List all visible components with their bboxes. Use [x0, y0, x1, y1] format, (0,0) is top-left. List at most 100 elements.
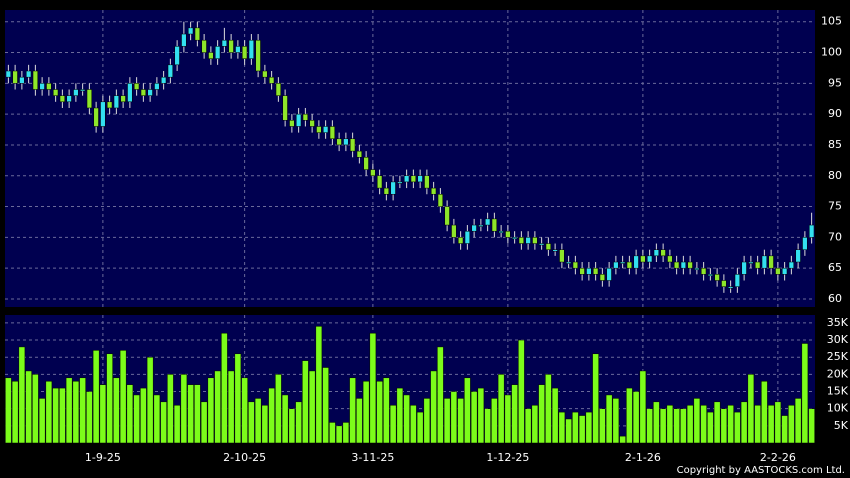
- candle-body: [464, 230, 470, 244]
- volume-bar: [774, 401, 782, 444]
- candle-body: [485, 218, 491, 226]
- volume-bar: [477, 387, 485, 444]
- volume-bar: [221, 332, 228, 444]
- copyright: Copyright by AASTOCKS.com Ltd.: [677, 465, 845, 476]
- volume-bar: [437, 346, 444, 444]
- volume-bar: [369, 332, 377, 444]
- volume-bar: [680, 408, 687, 444]
- volume-bar: [268, 387, 275, 444]
- volume-bar: [302, 360, 309, 444]
- candle-body: [498, 230, 504, 233]
- candle-body: [248, 39, 254, 59]
- volume-bar: [599, 408, 606, 444]
- candle-body: [242, 46, 248, 59]
- candle-body: [282, 95, 288, 121]
- candle-body: [46, 83, 52, 90]
- volume-bar: [140, 387, 147, 444]
- volume-bar: [119, 350, 127, 444]
- volume-bar: [349, 377, 356, 444]
- candle-body: [444, 206, 450, 226]
- candle-body: [647, 255, 653, 263]
- volume-bar: [653, 401, 660, 444]
- candle-body: [161, 76, 167, 84]
- volume-bar: [200, 401, 208, 444]
- volume-bar: [173, 405, 181, 444]
- volume-bar: [92, 350, 100, 444]
- candle-body: [437, 193, 443, 207]
- candle-body: [424, 175, 430, 189]
- y2-tick-label: 35K: [827, 316, 849, 329]
- volume-bar: [99, 384, 107, 444]
- candle-body: [208, 52, 214, 59]
- volume-bar: [416, 411, 424, 444]
- y2-tick-label: 20K: [827, 367, 849, 380]
- volume-bar: [585, 411, 593, 444]
- y2-tick-label: 15K: [827, 385, 849, 398]
- volume-bar: [639, 370, 647, 444]
- candle-body: [32, 70, 38, 90]
- candle-body: [228, 39, 234, 53]
- y-tick-label: 70: [828, 230, 842, 243]
- x-tick-label: 2-2-26: [760, 451, 796, 464]
- candle-body: [100, 101, 106, 127]
- candle-body: [579, 267, 585, 275]
- volume-bar: [187, 384, 194, 444]
- candle-body: [296, 113, 302, 127]
- candle-body: [653, 249, 659, 257]
- volume-panel: [5, 315, 815, 443]
- candle-body: [336, 138, 342, 146]
- candle-body: [86, 89, 92, 109]
- candle-body: [599, 274, 605, 281]
- volume-bar: [288, 408, 296, 444]
- y-tick-label: 95: [828, 76, 842, 89]
- volume-bar: [801, 343, 809, 444]
- candle-body: [728, 286, 734, 289]
- volume-bar: [86, 391, 93, 444]
- candle-body: [640, 255, 646, 263]
- y-tick-label: 60: [828, 292, 842, 305]
- candle-body: [694, 267, 700, 270]
- candle-body: [667, 255, 673, 263]
- candle-body: [19, 76, 25, 84]
- candle-body: [53, 89, 59, 96]
- volume-bar: [248, 401, 255, 444]
- volume-bar: [686, 405, 694, 444]
- candle-body: [255, 39, 261, 72]
- candle-body: [417, 175, 423, 183]
- candle-body: [370, 169, 376, 177]
- volume-bar: [504, 394, 512, 444]
- volume-bar: [673, 408, 680, 444]
- candle-body: [539, 243, 545, 246]
- volume-bar: [207, 377, 215, 444]
- y-tick-label: 90: [828, 107, 842, 120]
- volume-bar: [700, 405, 707, 444]
- candle-body: [383, 187, 389, 195]
- candle-body: [235, 46, 241, 53]
- candle-body: [410, 175, 416, 183]
- candle-body: [714, 274, 720, 281]
- candle-body: [626, 261, 632, 269]
- volume-bar: [713, 401, 721, 444]
- volume-bar: [281, 394, 289, 444]
- y2-tick-label: 10K: [827, 402, 849, 415]
- x-tick-label: 2-10-25: [223, 451, 266, 464]
- candle-body: [167, 64, 173, 78]
- volume-bar: [497, 374, 505, 444]
- candle-body: [215, 46, 221, 59]
- y-tick-label: 105: [821, 15, 842, 28]
- candle-body: [788, 261, 794, 269]
- volume-bar: [376, 380, 383, 444]
- candle-body: [748, 261, 754, 264]
- volume-bar: [106, 353, 113, 444]
- candle-body: [363, 157, 369, 170]
- candle-body: [809, 224, 815, 238]
- candle-body: [343, 138, 349, 146]
- volume-bar: [538, 384, 545, 444]
- y-tick-label: 65: [828, 261, 842, 274]
- volume-bar: [403, 394, 410, 444]
- volume-bar: [389, 405, 397, 444]
- volume-bar: [524, 408, 532, 444]
- volume-bar: [707, 411, 714, 444]
- volume-bar: [261, 405, 269, 444]
